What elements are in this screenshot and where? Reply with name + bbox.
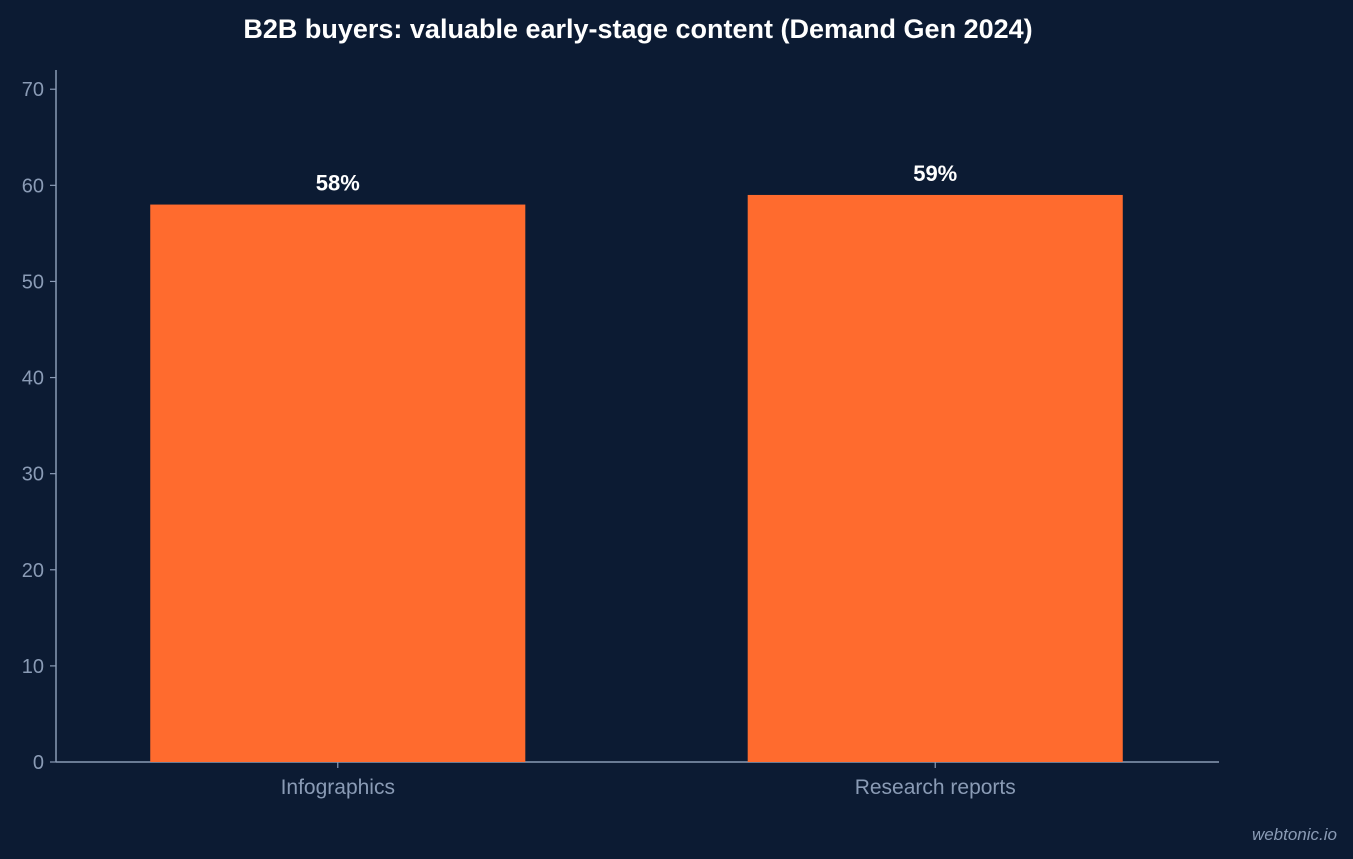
y-tick-label: 10	[22, 656, 44, 678]
y-axis: 0 10 20 30 40 50 60 70	[22, 70, 57, 774]
bars-group: 58% 59%	[150, 161, 1123, 763]
y-tick-label: 50	[22, 271, 44, 293]
bar	[150, 204, 526, 763]
x-axis: Infographics Research reports	[56, 761, 1219, 799]
y-tick-label: 20	[22, 560, 44, 582]
watermark: webtonic.io	[1251, 825, 1337, 844]
y-tick-label: 0	[33, 752, 44, 774]
x-tick-label: Infographics	[281, 776, 395, 799]
y-tick-label: 40	[22, 368, 44, 390]
data-label: 58%	[316, 171, 360, 196]
bar	[747, 194, 1123, 762]
y-tick-label: 70	[22, 79, 44, 101]
y-tick-label: 60	[22, 175, 44, 197]
y-tick-label: 30	[22, 464, 44, 486]
chart-title: B2B buyers: valuable early-stage content…	[243, 14, 1032, 44]
data-label: 59%	[913, 161, 957, 186]
x-tick-label: Research reports	[855, 776, 1016, 799]
